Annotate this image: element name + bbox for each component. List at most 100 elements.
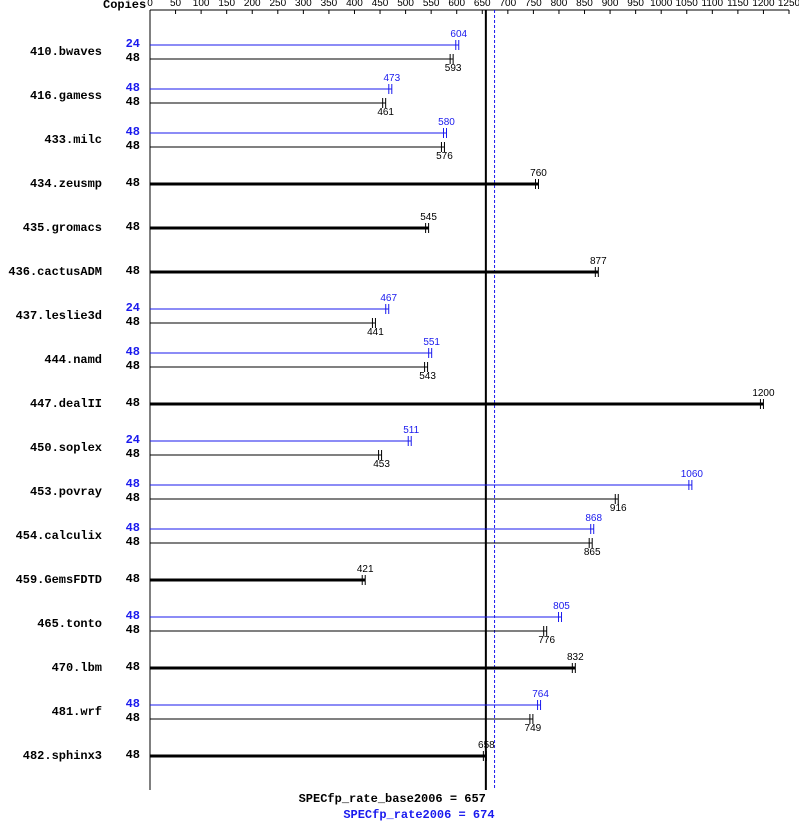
- axis-tick: 50: [170, 0, 181, 9]
- copies-base: 48: [115, 359, 140, 373]
- axis-tick: 900: [602, 0, 619, 9]
- axis-tick: 550: [423, 0, 440, 9]
- axis-tick: 1250: [778, 0, 799, 9]
- bar-value: 1200: [752, 388, 774, 399]
- benchmark-name: 482.sphinx3: [2, 749, 102, 763]
- benchmark-name: 447.dealII: [2, 397, 102, 411]
- bar-value: 760: [530, 168, 547, 179]
- bar-value: 593: [445, 63, 462, 74]
- axis-tick: 850: [576, 0, 593, 9]
- axis-tick: 1200: [752, 0, 774, 9]
- axis-tick: 300: [295, 0, 312, 9]
- benchmark-name: 444.namd: [2, 353, 102, 367]
- benchmark-name: 470.lbm: [2, 661, 102, 675]
- bar-value: 877: [590, 256, 607, 267]
- copies-peak: 48: [115, 521, 140, 535]
- bar-value: 461: [377, 107, 394, 118]
- bar-value: 658: [478, 740, 495, 751]
- bar-value: 764: [532, 689, 549, 700]
- copies-base: 48: [115, 51, 140, 65]
- copies-base: 48: [115, 491, 140, 505]
- benchmark-name: 459.GemsFDTD: [2, 573, 102, 587]
- axis-tick: 1000: [650, 0, 672, 9]
- copies-peak: 48: [115, 477, 140, 491]
- axis-tick: 500: [397, 0, 414, 9]
- copies-base: 48: [115, 176, 140, 190]
- benchmark-name: 434.zeusmp: [2, 177, 102, 191]
- copies-base: 48: [115, 396, 140, 410]
- benchmark-name: 416.gamess: [2, 89, 102, 103]
- axis-tick: 700: [499, 0, 516, 9]
- bar-value: 551: [423, 337, 440, 348]
- bar-value: 1060: [681, 469, 703, 480]
- bar-value: 865: [584, 547, 601, 558]
- axis-tick: 150: [218, 0, 235, 9]
- copies-peak: 24: [115, 37, 140, 51]
- copies-base: 48: [115, 264, 140, 278]
- axis-tick: 100: [193, 0, 210, 9]
- benchmark-name: 437.leslie3d: [2, 309, 102, 323]
- copies-base: 48: [115, 220, 140, 234]
- axis-tick: 350: [321, 0, 338, 9]
- copies-peak: 48: [115, 345, 140, 359]
- bar-value: 421: [357, 564, 374, 575]
- bar-value: 543: [419, 371, 436, 382]
- copies-peak: 24: [115, 433, 140, 447]
- bar-value: 604: [450, 29, 467, 40]
- axis-tick: 0: [147, 0, 153, 9]
- spec-rate-chart: 0 50 100 150 200 250 300 350 400 450 500 550 600 650 7…: [0, 0, 799, 831]
- copies-base: 48: [115, 95, 140, 109]
- copies-base: 48: [115, 139, 140, 153]
- axis-tick: 650: [474, 0, 491, 9]
- axis-tick: 400: [346, 0, 363, 9]
- benchmark-name: 454.calculix: [2, 529, 102, 543]
- bar-value: 832: [567, 652, 584, 663]
- benchmark-name: 410.bwaves: [2, 45, 102, 59]
- bar-value: 868: [585, 513, 602, 524]
- bar-value: 916: [610, 503, 627, 514]
- copies-base: 48: [115, 572, 140, 586]
- copies-base: 48: [115, 315, 140, 329]
- axis-tick: 1100: [702, 0, 724, 9]
- bar-value: 545: [420, 212, 437, 223]
- benchmark-name: 465.tonto: [2, 617, 102, 631]
- copies-peak: 48: [115, 125, 140, 139]
- benchmark-name: 453.povray: [2, 485, 102, 499]
- peak-ref-label: SPECfp_rate2006 = 674: [0, 808, 495, 822]
- axis-tick: 450: [372, 0, 389, 9]
- axis-tick: 1150: [727, 0, 749, 9]
- bar-value: 576: [436, 151, 453, 162]
- axis-tick: 800: [551, 0, 568, 9]
- copies-base: 48: [115, 660, 140, 674]
- benchmark-name: 436.cactusADM: [2, 265, 102, 279]
- bar-value: 580: [438, 117, 455, 128]
- bar-value: 473: [383, 73, 400, 84]
- copies-header: Copies: [103, 0, 146, 12]
- bar-value: 511: [403, 425, 419, 436]
- bar-value: 441: [367, 327, 384, 338]
- axis-tick: 750: [525, 0, 542, 9]
- axis-tick: 250: [269, 0, 286, 9]
- copies-base: 48: [115, 447, 140, 461]
- bar-value: 805: [553, 601, 570, 612]
- copies-base: 48: [115, 748, 140, 762]
- axis-tick: 1050: [676, 0, 698, 9]
- copies-base: 48: [115, 711, 140, 725]
- benchmark-name: 481.wrf: [2, 705, 102, 719]
- bar-value: 453: [373, 459, 390, 470]
- copies-peak: 48: [115, 81, 140, 95]
- bar-value: 776: [538, 635, 555, 646]
- axis-tick: 950: [627, 0, 644, 9]
- copies-base: 48: [115, 535, 140, 549]
- copies-base: 48: [115, 623, 140, 637]
- axis-tick: 600: [448, 0, 465, 9]
- benchmark-name: 433.milc: [2, 133, 102, 147]
- benchmark-name: 450.soplex: [2, 441, 102, 455]
- base-ref-label: SPECfp_rate_base2006 = 657: [0, 792, 486, 806]
- copies-peak: 48: [115, 609, 140, 623]
- copies-peak: 24: [115, 301, 140, 315]
- benchmark-name: 435.gromacs: [2, 221, 102, 235]
- axis-tick: 200: [244, 0, 261, 9]
- copies-peak: 48: [115, 697, 140, 711]
- bar-value: 749: [525, 723, 542, 734]
